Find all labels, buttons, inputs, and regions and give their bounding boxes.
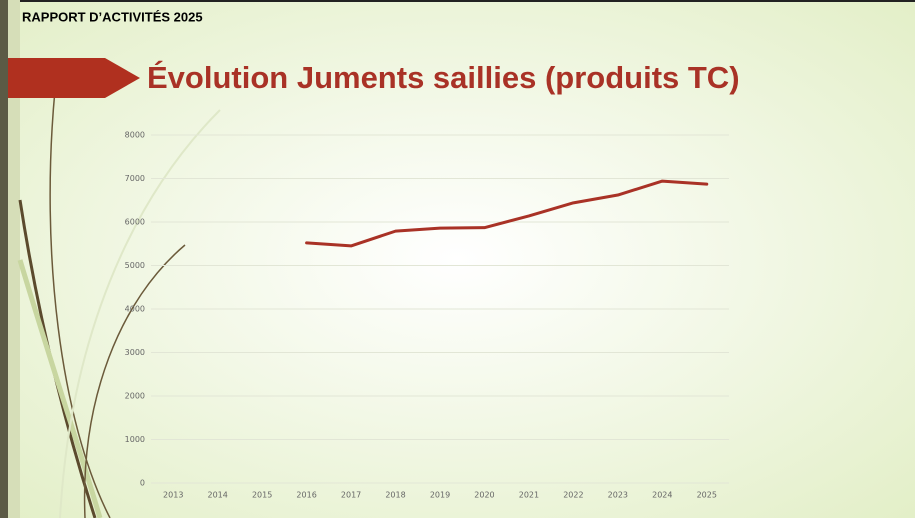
y-tick-label: 4000 bbox=[125, 305, 145, 314]
y-tick-label: 6000 bbox=[125, 218, 145, 227]
x-tick-label: 2016 bbox=[296, 491, 316, 500]
chart-title: Évolution Juments saillies (produits TC) bbox=[147, 60, 740, 95]
y-tick-label: 7000 bbox=[125, 174, 145, 183]
x-tick-label: 2014 bbox=[208, 491, 228, 500]
y-tick-label: 0 bbox=[140, 479, 145, 488]
x-tick-label: 2017 bbox=[341, 491, 361, 500]
decor-curve bbox=[83, 244, 186, 518]
x-tick-label: 2024 bbox=[652, 491, 672, 500]
top-border bbox=[0, 0, 915, 2]
left-border bbox=[0, 0, 8, 518]
y-tick-label: 3000 bbox=[125, 348, 145, 357]
data-line bbox=[305, 179, 709, 248]
decor-curve bbox=[49, 89, 111, 518]
x-tick-label: 2020 bbox=[474, 491, 494, 500]
decor-curve bbox=[17, 259, 103, 518]
decor-curves bbox=[17, 89, 221, 518]
x-tick-label: 2023 bbox=[608, 491, 628, 500]
x-tick-label: 2018 bbox=[385, 491, 405, 500]
x-tick-label: 2019 bbox=[430, 491, 450, 500]
left-band bbox=[8, 0, 20, 518]
header-label: RAPPORT D’ACTIVITÉS 2025 bbox=[22, 9, 203, 24]
y-tick-label: 1000 bbox=[125, 435, 145, 444]
y-tick-label: 8000 bbox=[125, 131, 145, 140]
decor-curve bbox=[59, 109, 221, 518]
x-tick-label: 2022 bbox=[563, 491, 583, 500]
x-tick-label: 2013 bbox=[163, 491, 183, 500]
y-tick-label: 5000 bbox=[125, 261, 145, 270]
x-tick-label: 2015 bbox=[252, 491, 272, 500]
title-arrow bbox=[8, 58, 140, 98]
y-tick-label: 2000 bbox=[125, 392, 145, 401]
x-tick-label: 2021 bbox=[519, 491, 539, 500]
x-tick-label: 2025 bbox=[697, 491, 717, 500]
